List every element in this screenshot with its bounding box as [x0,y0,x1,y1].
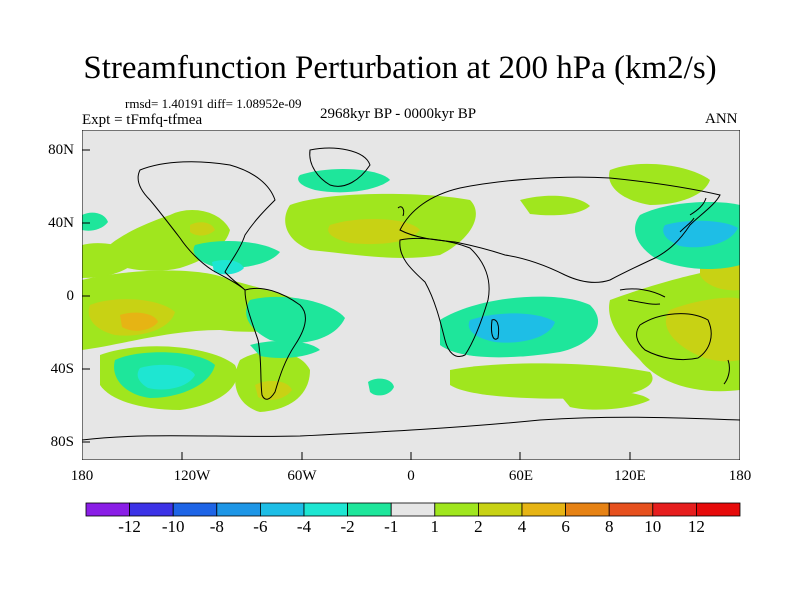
colorbar-label: 8 [604,517,614,536]
coast-australia [636,313,712,361]
colorbar-swatch [696,502,741,517]
colorbar-label: 4 [517,517,527,536]
colorbar-swatch [521,502,566,517]
colorbar-label: -10 [161,517,185,536]
coast-africa [399,237,490,357]
lon-label-180e: 180 [728,468,752,484]
lat-label-40s: 40S [50,361,74,377]
colorbar-label: 2 [474,517,483,536]
colorbar-swatch [390,502,436,517]
lon-label-60w: 60W [287,468,317,484]
colorbar-swatch [172,502,218,517]
colorbar-swatch [303,502,348,517]
colorbar-swatch [347,502,392,517]
colorbar-label: -8 [209,517,224,536]
colorbar [85,502,741,517]
colorbar-label: -6 [253,517,268,536]
lon-label-120w: 120W [173,468,211,484]
pos2-east-pacific [700,262,740,291]
lat-label-80s: 80S [50,434,74,450]
period-label: 2968kyr BP - 0000kyr BP [320,106,477,122]
neg-southern-ocean [250,340,320,358]
colorbar-label: 1 [430,517,440,536]
pos2-europe [328,218,420,245]
coast-europe-asia [399,176,721,283]
strong-negative-regions [137,220,738,390]
colorbar-swatch [652,502,697,517]
neg-west-edge [82,212,108,231]
colorbar-swatch [477,502,523,517]
pos-south-indian [450,363,653,399]
season-label: ANN [705,111,738,127]
lat-label-40n: 40N [48,215,74,231]
colorbar-swatch [565,502,610,517]
colorbar-label: -12 [118,517,141,536]
neg3-west-pacific [663,220,738,248]
axis-ticks [82,149,631,460]
colorbar-swatch [216,502,261,517]
colorbar-swatch [129,502,174,517]
neg-south-small [368,378,394,396]
colorbar-label: -4 [296,517,312,536]
neg-north-atlantic [298,168,390,193]
pos-southeast-pacific [560,390,650,410]
neg3-indian [468,313,555,343]
coastlines [82,147,740,441]
pos3-central-pacific [120,312,158,331]
pos-asia [520,195,590,216]
contour-field [82,130,740,460]
pos-west-edge [82,243,140,278]
neg-south-atlantic [246,296,345,344]
pos2-west-atlantic [190,222,215,236]
experiment-label: Expt = tFmfq-tfmea [82,112,203,128]
coast-japan [679,197,707,233]
neg3-south-pacific [137,364,195,390]
colorbar-label: 12 [687,517,705,536]
coast-greenland [309,147,371,187]
neg-north-america [193,240,280,268]
lon-label-60e: 60E [508,468,534,484]
strong-positive-regions [88,218,740,401]
map-title: Streamfunction Perturbation at 200 hPa (… [83,50,717,86]
coast-antarctica [82,416,740,441]
pos-north-pacific [609,163,710,205]
lon-label-180w: 180 [70,468,94,484]
colorbar-label: 6 [561,517,570,536]
colorbar-swatch [434,502,479,517]
colorbar-label: -1 [384,517,399,536]
colorbar-label: 10 [644,517,662,536]
colorbar-swatch [85,502,130,517]
colorbar-swatch [259,502,305,517]
lat-label-0: 0 [66,288,75,304]
coast-north-america [137,161,276,291]
pos2-south-america [255,380,292,401]
lon-label-0: 0 [407,468,415,484]
lon-label-120e: 120E [614,468,646,484]
colorbar-label: -2 [340,517,355,536]
coast-madagascar [491,319,500,340]
coast-indonesia [619,288,666,305]
coast-south-america [244,287,306,400]
rmsd-stats: rmsd= 1.40191 diff= 1.08952e-09 [125,96,302,111]
colorbar-swatch [608,502,654,517]
coast-uk [397,206,405,217]
lat-label-80n: 80N [48,142,74,158]
coast-new-zealand [723,359,730,385]
